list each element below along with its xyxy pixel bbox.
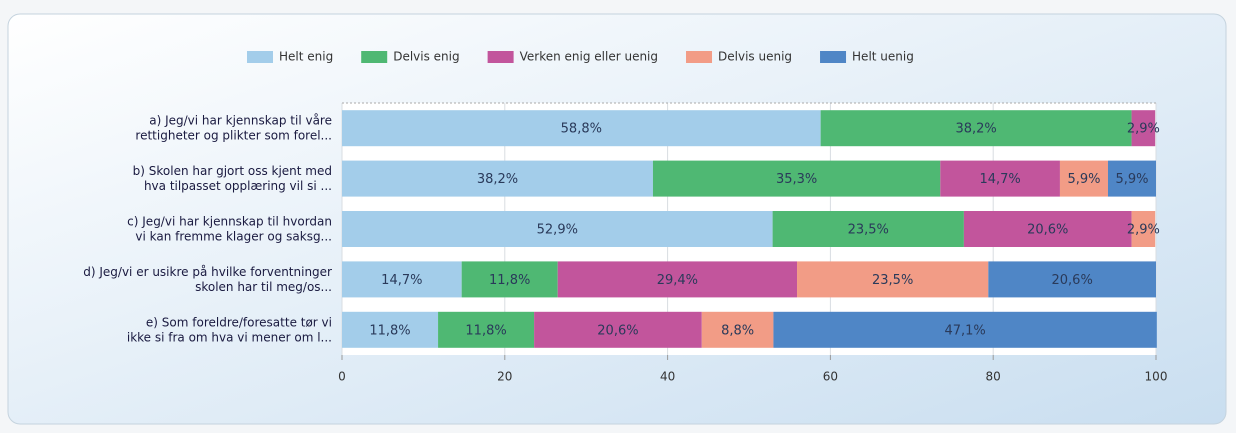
data-label: 23,5% [848,223,889,238]
y-tick-label: a) Jeg/vi har kjennskap til våre [149,114,332,128]
y-tick-label: d) Jeg/vi er usikre på hvilke forventnin… [83,265,332,279]
data-label: 38,2% [955,122,996,137]
data-label: 52,9% [537,223,578,238]
data-label: 2,9% [1127,223,1160,238]
y-tick-label: b) Skolen har gjort oss kjent med [133,164,332,178]
data-label: 8,8% [721,323,754,338]
y-tick-label: vi kan fremme klager og saksg... [135,230,332,244]
legend-label: Verken enig eller uenig [520,50,658,64]
y-tick-label: ikke si fra om hva vi mener om l... [127,330,332,344]
bar-segment [342,160,653,197]
data-label: 20,6% [1027,223,1068,238]
bar-segment [940,160,1060,197]
bar-segment [1107,160,1156,197]
data-label: 29,4% [657,273,698,288]
bar-segment [342,211,773,247]
y-tick-label: c) Jeg/vi har kjennskap til hvordan [127,215,332,229]
bar-segment [773,311,1157,348]
bar-segment [557,261,798,298]
y-tick-label: skolen har til meg/os... [195,280,332,294]
bar-segment [1131,211,1156,247]
data-label: 38,2% [477,172,518,187]
x-tick-label: 80 [986,370,1001,384]
legend-swatch [247,51,273,63]
bar-segment [797,261,989,298]
bar-segment [342,261,462,298]
x-tick-label: 100 [1145,370,1168,384]
bar-segment [1059,160,1108,197]
data-label: 35,3% [776,172,817,187]
legend-swatch [361,51,388,63]
bar-segment [534,311,702,348]
y-tick-label: rettigheter og plikter som forel... [135,129,332,143]
legend-swatch [487,51,514,63]
data-label: 14,7% [381,273,422,288]
data-label: 5,9% [1115,172,1148,187]
data-label: 23,5% [872,273,913,288]
x-tick-label: 20 [497,370,512,384]
x-tick-label: 60 [823,370,838,384]
data-label: 11,8% [489,273,530,288]
data-label: 11,8% [369,323,410,338]
legend-label: Helt enig [279,50,333,64]
legend-label: Delvis uenig [718,50,792,64]
data-label: 5,9% [1067,172,1100,187]
bar-segment [342,110,821,147]
bar-segment [963,211,1132,247]
data-label: 2,9% [1127,122,1160,137]
legend-label: Delvis enig [393,50,459,64]
data-label: 20,6% [1052,273,1093,288]
data-label: 14,7% [979,172,1020,187]
bar-segment [820,110,1132,147]
y-tick-label: hva tilpasset opplæring vil si ... [144,179,332,193]
bar-segment [342,311,439,348]
x-tick-label: 0 [338,370,346,384]
bar-segment [1131,110,1156,147]
bar-segment [652,160,941,197]
x-tick-label: 40 [660,370,675,384]
bar-segment [772,211,964,247]
legend-swatch [686,51,713,63]
y-tick-label: e) Som foreldre/foresatte tør vi [146,315,332,329]
data-label: 11,8% [465,323,506,338]
legend-label: Helt uenig [852,50,914,64]
data-label: 20,6% [597,323,638,338]
bar-segment [461,261,558,298]
bar-segment [988,261,1156,298]
bar-segment [438,311,535,348]
legend-swatch [820,51,847,63]
data-label: 58,8% [561,122,602,137]
bar-segment [701,311,774,348]
data-label: 47,1% [944,323,985,338]
